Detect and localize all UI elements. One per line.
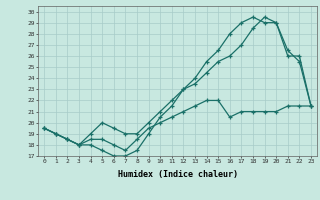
X-axis label: Humidex (Indice chaleur): Humidex (Indice chaleur) (118, 170, 238, 179)
